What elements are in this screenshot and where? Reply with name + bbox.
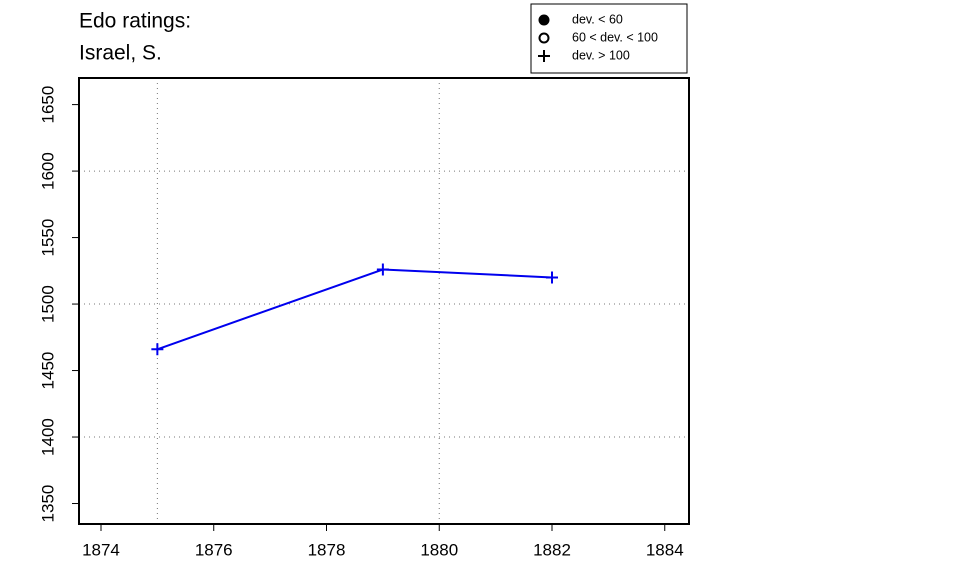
x-tick-label: 1884 xyxy=(646,540,684,559)
point xyxy=(546,271,559,284)
x-tick-label: 1880 xyxy=(420,540,458,559)
legend-marker xyxy=(538,32,550,44)
x-tick-label: 1882 xyxy=(533,540,571,559)
legend-label: dev. > 100 xyxy=(572,48,630,62)
legend-label: 60 < dev. < 100 xyxy=(572,30,658,44)
y-tick-label: 1650 xyxy=(38,86,57,124)
x-tick-label: 1876 xyxy=(195,540,233,559)
point xyxy=(376,263,389,276)
legend-marker xyxy=(538,14,550,26)
plot-frame xyxy=(78,77,690,525)
x-tick-label: 1874 xyxy=(82,540,120,559)
y-tick-label: 1350 xyxy=(38,485,57,523)
chart-title: Edo ratings: xyxy=(79,10,191,33)
y-tick-label: 1400 xyxy=(38,418,57,456)
legend-label: dev. < 60 xyxy=(572,12,623,26)
legend-box xyxy=(530,3,688,74)
y-tick-label: 1450 xyxy=(38,352,57,390)
chart-title: Israel, S. xyxy=(79,42,162,65)
y-tick-label: 1500 xyxy=(38,285,57,323)
point xyxy=(151,343,164,356)
y-tick-label: 1550 xyxy=(38,219,57,257)
x-tick-label: 1878 xyxy=(308,540,346,559)
legend-marker xyxy=(538,50,550,62)
series-line xyxy=(157,268,553,351)
y-tick-label: 1600 xyxy=(38,152,57,190)
